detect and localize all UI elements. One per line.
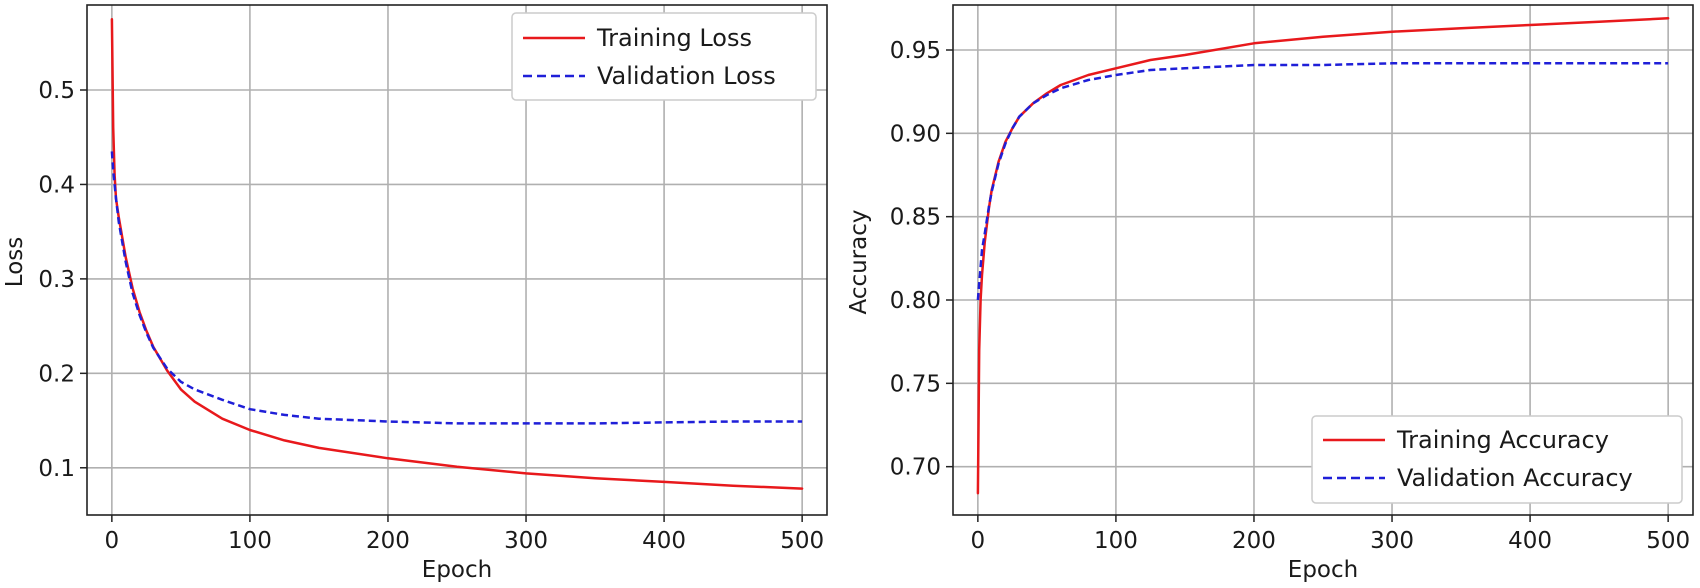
- accuracy-legend: Training Accuracy Validation Accuracy: [1311, 415, 1683, 504]
- accuracy-x-tick-label: 0: [971, 528, 986, 554]
- loss-legend-box: [511, 12, 817, 101]
- accuracy-y-tick-label: 0.90: [890, 121, 941, 147]
- loss-y-tick-label: 0.4: [38, 172, 75, 198]
- loss-x-tick-label: 300: [504, 528, 548, 554]
- accuracy-x-tick-label: 200: [1232, 528, 1276, 554]
- loss-legend-label-validation: Validation Loss: [597, 62, 776, 90]
- accuracy-y-axis-label: Accuracy: [846, 209, 872, 314]
- loss-plot-frame: [86, 4, 828, 516]
- accuracy-plot-frame: [952, 4, 1694, 516]
- loss-y-tick-label: 0.1: [38, 456, 75, 482]
- accuracy-x-axis-label: Epoch: [1288, 557, 1358, 583]
- loss-legend: Training Loss Validation Loss: [511, 12, 817, 101]
- accuracy-y-tick-label: 0.80: [890, 288, 941, 314]
- accuracy-y-tick-label: 0.75: [890, 371, 941, 397]
- accuracy-y-tick-label: 0.85: [890, 205, 941, 231]
- loss-x-tick-label: 0: [105, 528, 120, 554]
- loss-panel: 0 100 200 300 400 500 0.1 0.2 0.3 0.4 0.5 Epoch Lo…: [2, 4, 828, 583]
- loss-x-tick-label: 200: [366, 528, 410, 554]
- accuracy-x-tick-label: 500: [1646, 528, 1690, 554]
- loss-y-tick-label: 0.5: [38, 78, 75, 104]
- loss-tick-labels: 0 100 200 300 400 500 0.1 0.2 0.3 0.4 0.5: [38, 78, 824, 554]
- loss-x-tick-label: 400: [642, 528, 686, 554]
- loss-legend-label-training: Training Loss: [596, 24, 752, 52]
- accuracy-x-tick-label: 400: [1508, 528, 1552, 554]
- accuracy-series-training-line: [976, 17, 1670, 495]
- accuracy-y-tick-label: 0.95: [890, 38, 941, 64]
- loss-x-axis-label: Epoch: [422, 557, 492, 583]
- loss-series-validation-line: [110, 151, 803, 425]
- accuracy-x-tick-label: 100: [1094, 528, 1138, 554]
- accuracy-x-tick-label: 300: [1370, 528, 1414, 554]
- loss-y-tick-label: 0.3: [38, 267, 75, 293]
- loss-series-group: [110, 17, 804, 490]
- accuracy-legend-label-training: Training Accuracy: [1396, 426, 1609, 454]
- loss-y-tick-label: 0.2: [38, 361, 75, 387]
- loss-x-tick-label: 500: [780, 528, 824, 554]
- accuracy-legend-label-validation: Validation Accuracy: [1397, 464, 1633, 492]
- accuracy-series-validation-line: [976, 62, 1669, 301]
- accuracy-legend-box: [1311, 415, 1683, 504]
- accuracy-y-tick-label: 0.70: [890, 455, 941, 481]
- accuracy-tick-labels: 0 100 200 300 400 500 0.70 0.75 0.80 0.85 0.90 0.95: [890, 38, 1690, 554]
- loss-y-axis-label: Loss: [2, 237, 28, 287]
- accuracy-panel: 0 100 200 300 400 500 0.70 0.75 0.80 0.85 0.90 0.95…: [846, 4, 1694, 583]
- loss-x-tick-label: 100: [228, 528, 272, 554]
- accuracy-series-group: [976, 17, 1670, 495]
